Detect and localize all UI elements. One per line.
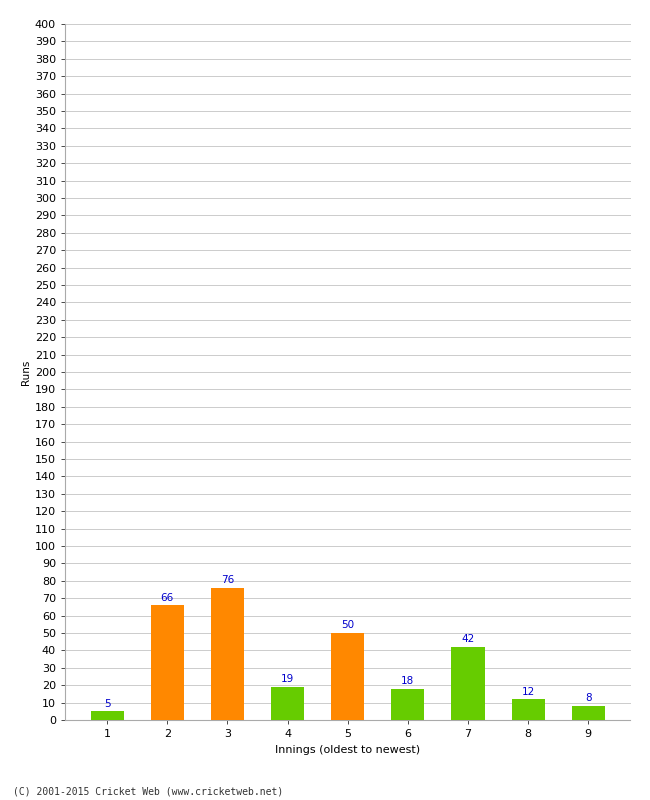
Bar bbox=[332, 633, 364, 720]
Text: 66: 66 bbox=[161, 593, 174, 602]
Bar bbox=[572, 706, 604, 720]
Bar bbox=[391, 689, 424, 720]
Text: 42: 42 bbox=[462, 634, 474, 644]
Bar bbox=[151, 605, 184, 720]
Bar bbox=[91, 711, 124, 720]
Text: 76: 76 bbox=[221, 575, 234, 585]
Bar bbox=[512, 699, 545, 720]
Text: 18: 18 bbox=[401, 676, 415, 686]
Text: 5: 5 bbox=[104, 698, 110, 709]
Text: (C) 2001-2015 Cricket Web (www.cricketweb.net): (C) 2001-2015 Cricket Web (www.cricketwe… bbox=[13, 786, 283, 796]
Y-axis label: Runs: Runs bbox=[21, 359, 31, 385]
Bar bbox=[211, 588, 244, 720]
Text: 19: 19 bbox=[281, 674, 294, 684]
Text: 8: 8 bbox=[585, 694, 592, 703]
Bar bbox=[271, 687, 304, 720]
X-axis label: Innings (oldest to newest): Innings (oldest to newest) bbox=[275, 745, 421, 754]
Text: 50: 50 bbox=[341, 620, 354, 630]
Bar bbox=[452, 647, 484, 720]
Text: 12: 12 bbox=[521, 686, 535, 697]
